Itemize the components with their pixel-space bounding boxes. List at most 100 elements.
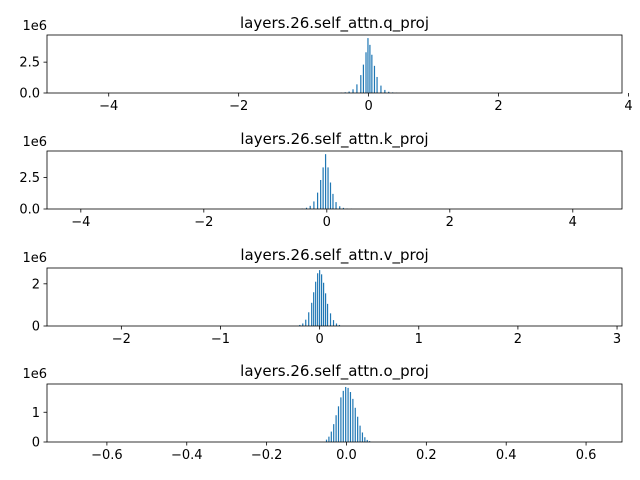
x-tick-label: −2 (194, 215, 213, 230)
histogram-bar (335, 323, 338, 326)
x-tick-label: 2 (514, 332, 522, 347)
x-tick-label: −2 (229, 99, 248, 114)
histogram-bar (329, 182, 332, 209)
x-tick-label: 3 (613, 332, 621, 347)
histogram-bar (309, 205, 311, 209)
subplot-q-proj: layers.26.self_attn.q_proj 1e6 −4 −2 0 2 4 0.… (19, 14, 632, 114)
y-tick-label: 1 (32, 406, 40, 421)
histogram-bar (348, 91, 350, 93)
histogram-bar (322, 282, 325, 326)
histogram-bar (313, 201, 315, 209)
histogram-bar (349, 392, 352, 442)
x-tick-label: −4 (71, 215, 90, 230)
histogram-bar (352, 398, 354, 442)
histogram-bar (367, 38, 369, 93)
x-tick-label: 1 (415, 332, 423, 347)
axes-frame (46, 34, 623, 94)
histogram-bar (321, 274, 323, 326)
x-tick-label: 0.0 (336, 448, 357, 463)
y-offset-label: 1e6 (22, 135, 47, 150)
histogram-bar (371, 54, 373, 93)
histogram-bar (342, 207, 345, 209)
histogram-bar (305, 207, 308, 209)
histogram-bar (328, 436, 330, 442)
y-tick-label: 0 (32, 320, 40, 335)
y-tick-label: 2.5 (19, 171, 40, 186)
histogram-bar (338, 324, 341, 326)
histogram-bar (380, 85, 382, 93)
histogram-bar (335, 415, 337, 442)
x-tick-label: −1 (211, 332, 230, 347)
histogram-bar (335, 202, 337, 209)
histogram-bar (329, 313, 332, 326)
histogram-bar (320, 180, 322, 209)
x-tick-label: −0.2 (251, 448, 283, 463)
histogram-bar (339, 206, 341, 209)
x-tick-label: 0.4 (496, 448, 517, 463)
histogram-bar (317, 273, 319, 326)
y-tick-label: 0.0 (19, 87, 40, 102)
histogram-bar (313, 292, 315, 326)
y-tick-label: 0.0 (19, 203, 40, 218)
x-tick-label: −0.6 (91, 448, 123, 463)
x-tick-label: 2 (446, 215, 454, 230)
histogram-bar (356, 84, 358, 93)
y-tick-label: 2.5 (19, 56, 40, 71)
histogram-bar (347, 387, 349, 442)
x-tick-label: −2 (112, 332, 131, 347)
y-offset-label: 1e6 (22, 367, 47, 382)
histogram-bar (369, 441, 371, 442)
subplot-title: layers.26.self_attn.v_proj (240, 246, 428, 265)
histogram-bar (366, 439, 368, 442)
subplot-k-proj: layers.26.self_attn.k_proj 1e6 −4 −2 0 2 4 0.… (19, 130, 623, 230)
y-tick-label: 0 (32, 436, 40, 451)
histogram-bar (324, 154, 327, 209)
histogram-bar (302, 323, 304, 326)
histogram-bar (305, 319, 307, 326)
histogram-bar (327, 167, 329, 209)
histogram-bar (365, 52, 367, 93)
histogram-bar (332, 320, 335, 326)
histogram-bar (369, 44, 371, 93)
histogram-bar (337, 406, 340, 442)
histogram-bar (324, 293, 327, 326)
histogram-bar (299, 324, 301, 326)
x-tick-label: 0 (323, 215, 331, 230)
histogram-bar (361, 432, 364, 442)
histogram-bar (364, 437, 366, 442)
histogram-bar (319, 270, 321, 326)
histogram-bar (362, 64, 365, 93)
y-offset-label: 1e6 (22, 251, 47, 266)
histogram-bar (359, 425, 361, 442)
histogram-bar (330, 431, 332, 442)
subplot-o-proj: layers.26.self_attn.o_proj 1e6 −0.6 −0.4 −… (22, 362, 623, 463)
histogram-bar (373, 65, 376, 93)
histogram-bar (326, 303, 329, 326)
subplot-title: layers.26.self_attn.q_proj (240, 14, 429, 33)
histogram-bar (308, 312, 310, 326)
histogram-bar (357, 416, 359, 442)
histogram-bar (354, 407, 356, 442)
y-tick-label: 2 (32, 277, 40, 292)
histogram-bar (315, 281, 317, 326)
x-tick-label: −0.4 (171, 448, 203, 463)
histogram-bar (340, 397, 342, 442)
histogram-bar (376, 76, 378, 93)
x-tick-label: 0.2 (416, 448, 437, 463)
histogram-bar (384, 89, 386, 93)
x-tick-label: 0 (364, 99, 372, 114)
x-tick-label: 0.6 (576, 448, 597, 463)
histogram-bar (311, 302, 313, 326)
x-tick-label: 0 (315, 332, 323, 347)
histogram-bar (345, 386, 347, 442)
histogram-bar (332, 193, 334, 209)
axes-frame (46, 383, 623, 443)
histogram-bar (325, 439, 328, 442)
x-tick-label: 2 (494, 99, 502, 114)
histogram-bar (342, 390, 344, 442)
histogram-bar (316, 192, 319, 209)
histogram-bar (322, 167, 324, 209)
x-tick-label: −4 (99, 99, 118, 114)
